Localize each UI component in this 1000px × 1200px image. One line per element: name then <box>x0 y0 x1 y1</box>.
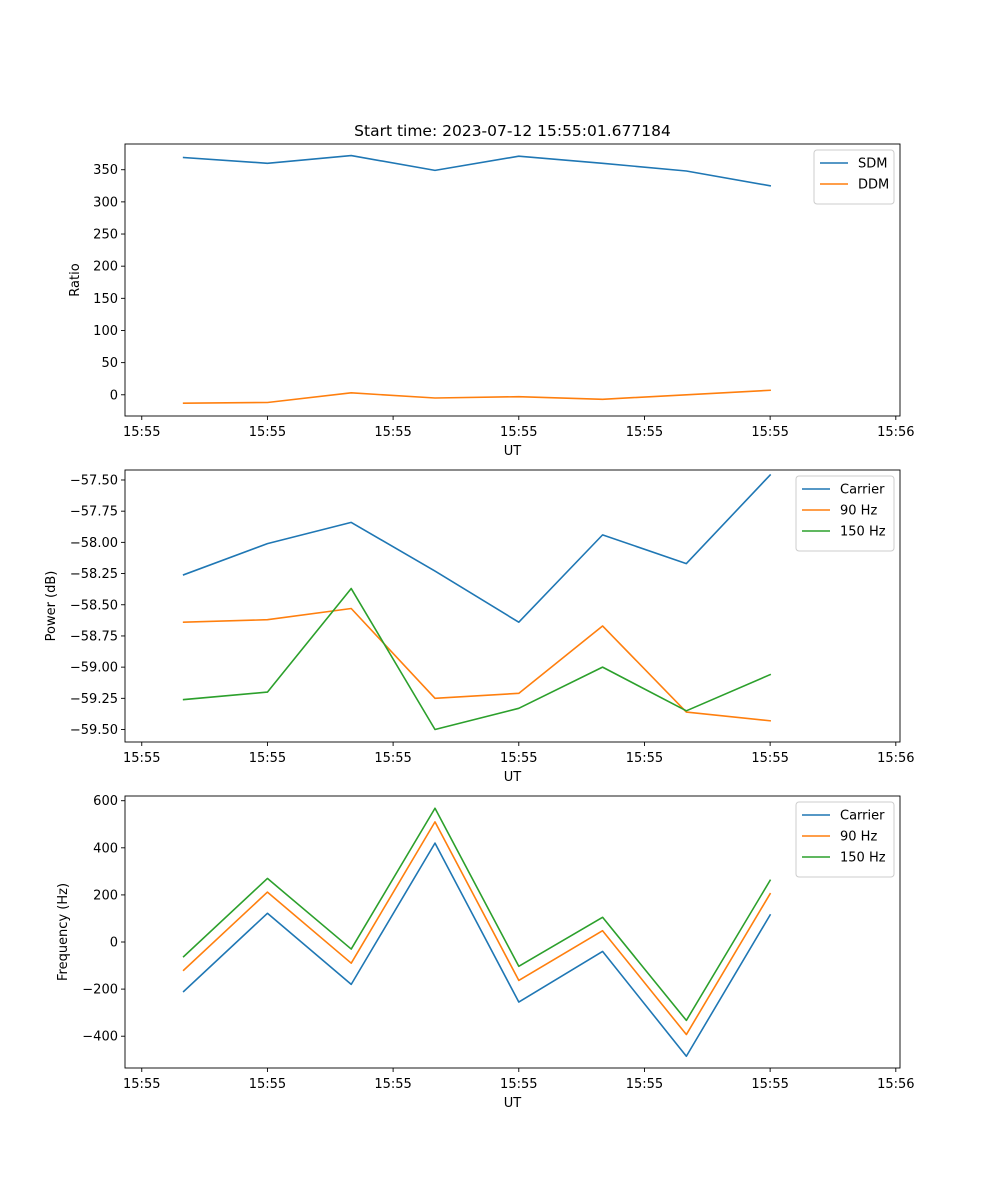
series-line-90-hz <box>182 821 772 1036</box>
y-tick-label: −58.50 <box>70 598 118 613</box>
x-tick-label: 15:55 <box>500 1077 537 1092</box>
x-tick-label: 15:55 <box>374 425 411 440</box>
y-tick-label: 250 <box>93 228 118 243</box>
x-tick-label: 15:56 <box>877 751 914 766</box>
y-tick-label: 600 <box>93 794 118 809</box>
x-tick-label: 15:55 <box>123 751 160 766</box>
legend-box <box>795 801 895 878</box>
legend-label: 90 Hz <box>840 830 877 845</box>
axes-frame <box>124 795 901 1069</box>
axes-frame <box>124 469 901 743</box>
y-tick-label: 350 <box>93 163 118 178</box>
y-tick-label: −58.75 <box>70 629 118 644</box>
x-tick-label: 15:55 <box>500 425 537 440</box>
x-tick-label: 15:56 <box>877 425 914 440</box>
x-tick-label: 15:55 <box>123 425 160 440</box>
x-tick-label: 15:55 <box>500 751 537 766</box>
y-tick-label: −57.50 <box>70 473 118 488</box>
series-line-150-hz <box>182 587 772 731</box>
legend-label: 90 Hz <box>840 504 877 519</box>
x-tick-label: 15:55 <box>751 751 788 766</box>
x-tick-label: 15:55 <box>751 425 788 440</box>
legend-label: SDM <box>858 157 887 172</box>
y-axis-label: Frequency (Hz) <box>56 883 71 981</box>
series-line-sdm <box>182 154 772 187</box>
y-tick-label: 200 <box>93 888 118 903</box>
y-tick-label: 200 <box>93 260 118 275</box>
y-tick-label: 0 <box>110 388 118 403</box>
y-axis-label: Ratio <box>68 263 83 296</box>
y-tick-label: 100 <box>93 324 118 339</box>
y-tick-label: 400 <box>93 841 118 856</box>
y-tick-label: −57.75 <box>70 505 118 520</box>
legend-label: Carrier <box>840 809 885 824</box>
y-tick-label: 300 <box>93 195 118 210</box>
legend-label: DDM <box>858 178 889 193</box>
x-tick-label: 15:55 <box>123 1077 160 1092</box>
series-line-ddm <box>182 389 771 404</box>
x-tick-label: 15:55 <box>249 1077 286 1092</box>
legend-box <box>795 475 895 552</box>
x-tick-label: 15:55 <box>626 751 663 766</box>
x-axis-label: UT <box>504 444 522 459</box>
y-tick-label: 50 <box>101 356 118 371</box>
y-axis-label: Power (dB) <box>44 571 59 642</box>
series-line-carrier <box>182 842 772 1058</box>
y-tick-label: 150 <box>93 292 118 307</box>
x-tick-label: 15:55 <box>751 1077 788 1092</box>
x-tick-label: 15:55 <box>249 751 286 766</box>
y-tick-label: −58.25 <box>70 567 118 582</box>
legend-label: Carrier <box>840 483 885 498</box>
y-tick-label: −59.50 <box>70 723 118 738</box>
chart-title: Start time: 2023-07-12 15:55:01.677184 <box>354 122 671 140</box>
x-tick-label: 15:55 <box>626 425 663 440</box>
series-line-150-hz <box>182 807 772 1022</box>
x-tick-label: 15:55 <box>374 1077 411 1092</box>
x-tick-label: 15:56 <box>877 1077 914 1092</box>
x-tick-label: 15:55 <box>626 1077 663 1092</box>
axes-frame <box>124 143 901 417</box>
y-tick-label: 0 <box>110 936 118 951</box>
y-tick-label: −58.00 <box>70 536 118 551</box>
y-tick-label: −400 <box>82 1030 118 1045</box>
series-line-90-hz <box>182 607 772 722</box>
series-line-carrier <box>182 473 772 624</box>
y-tick-label: −59.25 <box>70 692 118 707</box>
y-tick-label: −200 <box>82 983 118 998</box>
x-axis-label: UT <box>504 1096 522 1111</box>
legend-label: 150 Hz <box>840 851 886 866</box>
x-axis-label: UT <box>504 770 522 785</box>
x-tick-label: 15:55 <box>374 751 411 766</box>
legend-label: 150 Hz <box>840 525 886 540</box>
x-tick-label: 15:55 <box>249 425 286 440</box>
y-tick-label: −59.00 <box>70 661 118 676</box>
